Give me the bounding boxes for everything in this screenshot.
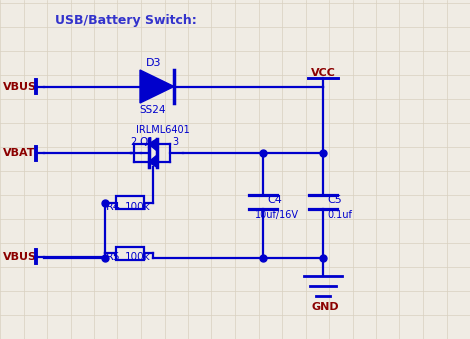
Text: SS24: SS24 xyxy=(139,105,165,115)
Text: R5: R5 xyxy=(106,253,121,262)
Text: C4: C4 xyxy=(267,195,282,205)
Text: 3: 3 xyxy=(172,137,179,147)
Text: 100k: 100k xyxy=(125,253,151,262)
Text: Q1: Q1 xyxy=(139,137,154,147)
Bar xyxy=(116,197,143,210)
Polygon shape xyxy=(149,156,157,167)
Text: VCC: VCC xyxy=(311,68,336,79)
Text: USB/Battery Switch:: USB/Battery Switch: xyxy=(55,14,197,27)
Text: 0.1uf: 0.1uf xyxy=(328,210,352,220)
Text: 2: 2 xyxy=(130,137,136,147)
Text: R4: R4 xyxy=(106,202,121,212)
Text: VBUS: VBUS xyxy=(2,252,37,261)
Text: VBUS: VBUS xyxy=(2,81,37,92)
Polygon shape xyxy=(140,70,174,103)
Text: VBAT: VBAT xyxy=(2,148,35,158)
Text: GND: GND xyxy=(311,302,338,313)
Text: D3: D3 xyxy=(146,59,162,68)
Polygon shape xyxy=(149,139,157,151)
Text: C5: C5 xyxy=(328,195,342,205)
Text: 100k: 100k xyxy=(125,202,151,212)
Text: 10uf/16V: 10uf/16V xyxy=(255,210,299,220)
Bar xyxy=(116,246,143,259)
Text: IRLML6401: IRLML6401 xyxy=(136,125,190,135)
